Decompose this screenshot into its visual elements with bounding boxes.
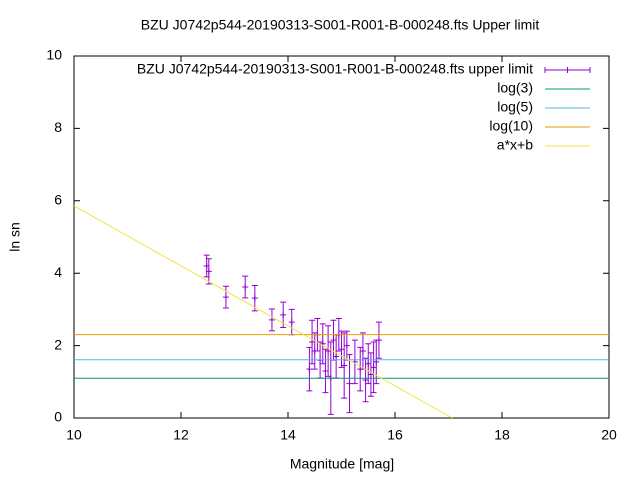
point: [322, 367, 329, 374]
plot-frame: [73, 55, 610, 419]
point: [309, 338, 316, 345]
point: [251, 295, 258, 302]
x-tick-label: 16: [387, 427, 403, 443]
x-axis-label: Magnitude [mag]: [290, 456, 394, 472]
y-tick-label: 2: [54, 336, 62, 352]
legend-label: log(10): [489, 118, 533, 134]
point: [338, 346, 345, 353]
point: [346, 380, 353, 387]
point: [222, 294, 229, 301]
point: [280, 311, 287, 318]
x-tick-label: 18: [494, 427, 510, 443]
x-tick-label: 20: [601, 427, 617, 443]
point: [343, 342, 350, 349]
point: [205, 268, 212, 275]
y-tick-label: 4: [54, 264, 62, 280]
legend-label: BZU J0742p544-20190313-S001-R001-B-00024…: [137, 61, 533, 77]
x-tick-label: 12: [173, 427, 189, 443]
point: [288, 319, 295, 326]
legend-label: log(3): [497, 80, 533, 96]
point: [370, 364, 377, 371]
point: [333, 353, 340, 360]
y-tick-label: 10: [46, 47, 62, 63]
x-tick-label: 10: [66, 427, 82, 443]
legend-swatch: [544, 67, 591, 73]
legend-label: log(5): [497, 99, 533, 115]
point: [268, 316, 275, 323]
point: [330, 337, 337, 344]
point: [325, 348, 332, 355]
point: [375, 337, 382, 344]
point: [306, 366, 313, 373]
point: [341, 362, 348, 369]
y-tick-label: 6: [54, 192, 62, 208]
x-tick-label: 14: [280, 427, 296, 443]
y-tick-label: 8: [54, 119, 62, 135]
point: [365, 360, 372, 367]
point: [359, 348, 366, 355]
legend-label: a*x+b: [497, 137, 533, 153]
y-tick-label: 0: [54, 409, 62, 425]
point: [242, 283, 249, 290]
series-line: [73, 205, 453, 419]
chart-title: BZU J0742p544-20190313-S001-R001-B-00024…: [141, 17, 540, 33]
y-axis-label: ln sn: [7, 222, 23, 252]
